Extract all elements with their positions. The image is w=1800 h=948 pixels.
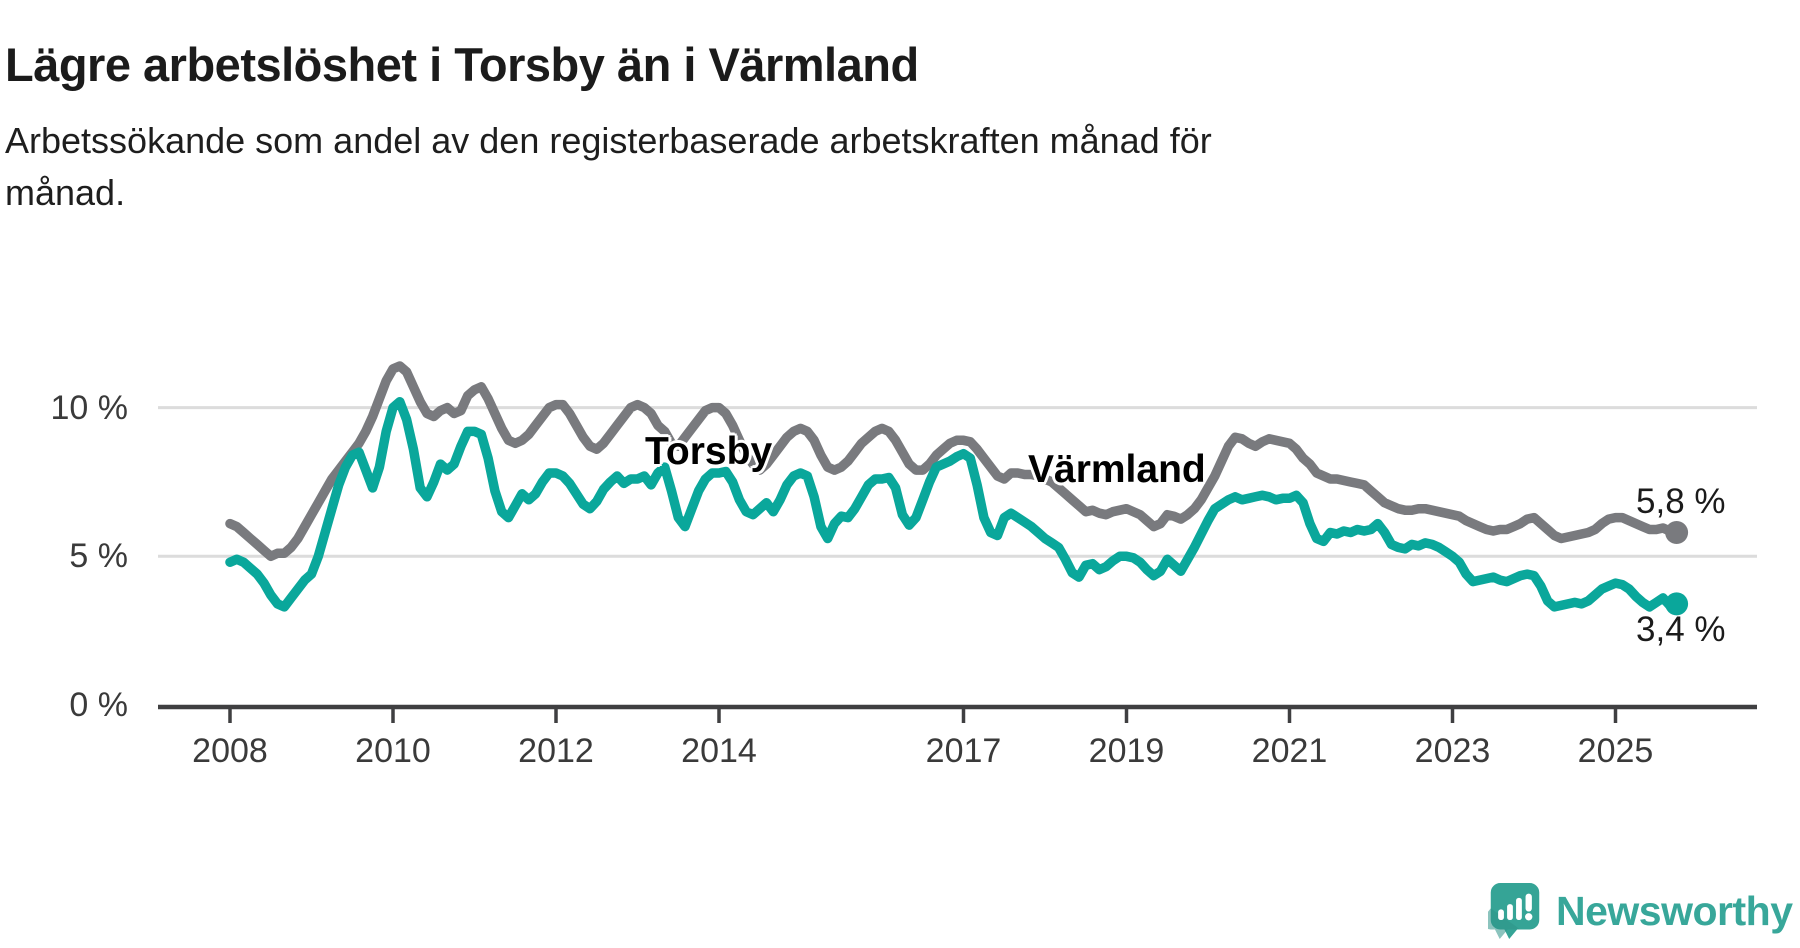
x-axis-label: 2019 xyxy=(1088,732,1165,770)
chart-subtitle-line-2: månad. xyxy=(5,172,126,213)
x-axis-label: 2025 xyxy=(1577,732,1654,770)
series-line-varmland xyxy=(225,361,1682,562)
end-dot-torsby xyxy=(1665,592,1689,616)
x-axis-label: 2012 xyxy=(518,732,594,770)
x-axis-label: 2021 xyxy=(1251,732,1328,770)
x-axis-label: 2023 xyxy=(1414,732,1491,770)
newsworthy-logo: Newsworthy xyxy=(1488,882,1793,940)
x-axis-label: 2017 xyxy=(925,732,1002,770)
x-axis-label: 2014 xyxy=(681,732,757,770)
end-value-label-varmland: 5,8 % xyxy=(1636,482,1726,521)
series-label-torsby: Torsby xyxy=(645,430,773,473)
y-axis-label: 5 % xyxy=(69,537,128,576)
newsworthy-logo-text: Newsworthy xyxy=(1556,888,1793,934)
end-dot-varmland xyxy=(1665,521,1689,544)
chart-title: Lägre arbetslöshet i Torsby än i Värmlan… xyxy=(5,38,919,92)
x-axis-label: 2008 xyxy=(192,732,268,770)
chart-subtitle-line-1: Arbetssökande som andel av den registerb… xyxy=(5,120,1212,161)
y-axis-label: 0 % xyxy=(69,686,128,724)
series-label-varmland: Värmland xyxy=(1028,448,1206,491)
x-axis-label: 2010 xyxy=(355,732,431,770)
end-value-label-torsby: 3,4 % xyxy=(1636,610,1726,649)
y-axis-label: 10 % xyxy=(50,388,129,427)
series-line-torsby xyxy=(225,396,1682,612)
newsworthy-logo-icon xyxy=(1488,883,1540,939)
